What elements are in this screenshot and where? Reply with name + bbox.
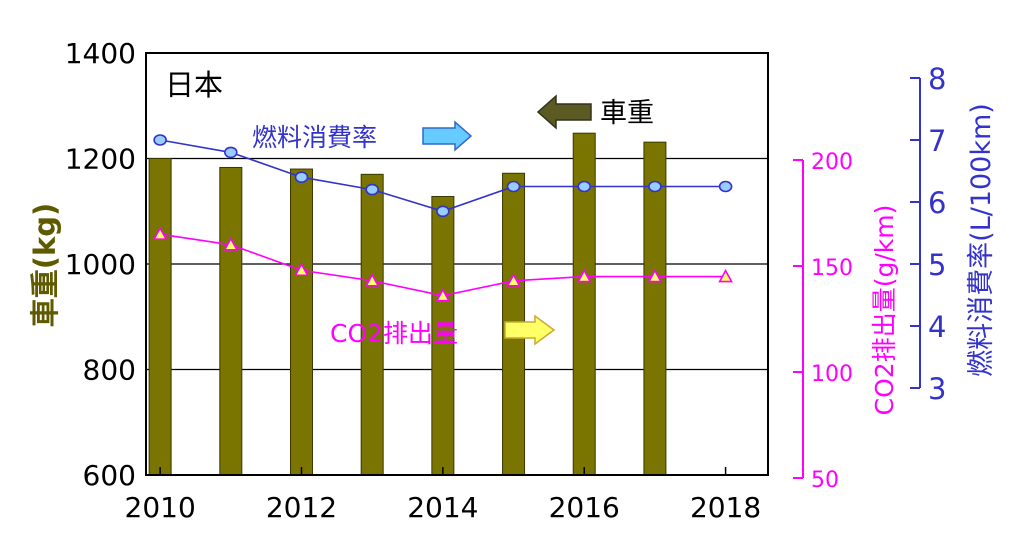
x-tick-2012: 2012 (266, 491, 337, 524)
co2-tick-200: 200 (811, 150, 853, 175)
x-tick-2018: 2018 (690, 491, 761, 524)
weight-tick-1400: 1400 (65, 37, 136, 70)
weight-bar-2011 (219, 166, 243, 476)
annotation-weight-text: 車重 (600, 98, 654, 129)
co2-tick-100: 100 (811, 362, 853, 387)
co2-tick-150: 150 (811, 256, 853, 281)
weight-tick-600: 600 (83, 459, 136, 492)
fuel-point-2014 (436, 205, 450, 218)
annotation-co2-arrow (504, 314, 556, 346)
co2-point-2010 (152, 226, 168, 240)
weight-axis-title: 車重(kg) (28, 203, 62, 328)
annotation-weight-arrow (536, 94, 592, 130)
co2-point-2015 (506, 273, 521, 287)
fuel-axis-title: 燃料消費率(L/100km) (966, 103, 997, 377)
fuel-point-2018 (718, 180, 733, 193)
axes: 600 800 1000 1200 1400 2010 2012 2014 2016 2018 50… (65, 37, 947, 524)
annotation-fuel: 燃料消費率 (252, 120, 473, 152)
co2-point-2012 (294, 262, 309, 277)
fuel-tick-5: 5 (928, 248, 946, 282)
annotation-co2: CO2排出量 (330, 314, 556, 348)
annotation-weight: 車重 (536, 94, 654, 130)
fuel-tick-6: 6 (928, 186, 946, 220)
fuel-tick-8: 8 (928, 62, 946, 96)
annotation-fuel-arrow (422, 120, 473, 152)
fuel-tick-7: 7 (928, 124, 946, 158)
co2-point-2016 (576, 268, 592, 283)
fuel-tick-3: 3 (928, 372, 946, 406)
co2-point-2017 (647, 268, 663, 283)
fuel-point-2015 (506, 180, 521, 193)
panel-label: 日本 (165, 68, 223, 102)
fuel-point-2012 (294, 171, 309, 183)
weight-tick-800: 800 (83, 354, 136, 387)
x-tick-2014: 2014 (407, 491, 478, 524)
weight-bar-2010 (148, 158, 172, 476)
co2-point-2018 (718, 268, 733, 283)
fuel-point-2011 (224, 146, 238, 159)
co2-point-2011 (223, 237, 239, 251)
fuel-point-2017 (648, 180, 662, 193)
line-series (152, 134, 733, 302)
annotation-co2-text: CO2排出量 (330, 319, 458, 348)
weight-bars (148, 132, 667, 476)
weight-tick-1200: 1200 (65, 143, 136, 176)
co2-point-2013 (364, 273, 380, 287)
co2-axis-title: CO2排出量(g/km) (870, 205, 899, 416)
x-tick-2010: 2010 (125, 491, 196, 524)
fuel-point-2010 (153, 134, 167, 146)
x-tick-2016: 2016 (549, 491, 620, 524)
fuel-point-2013 (365, 183, 379, 196)
fuel-point-2016 (577, 180, 592, 193)
co2-point-2014 (435, 288, 451, 302)
plot-frame (145, 52, 769, 476)
co2-tick-50: 50 (811, 468, 839, 493)
weight-bar-2012 (290, 168, 313, 476)
weight-tick-1000: 1000 (65, 248, 136, 281)
fuel-tick-4: 4 (928, 310, 946, 344)
annotation-fuel-text: 燃料消費率 (252, 123, 377, 152)
